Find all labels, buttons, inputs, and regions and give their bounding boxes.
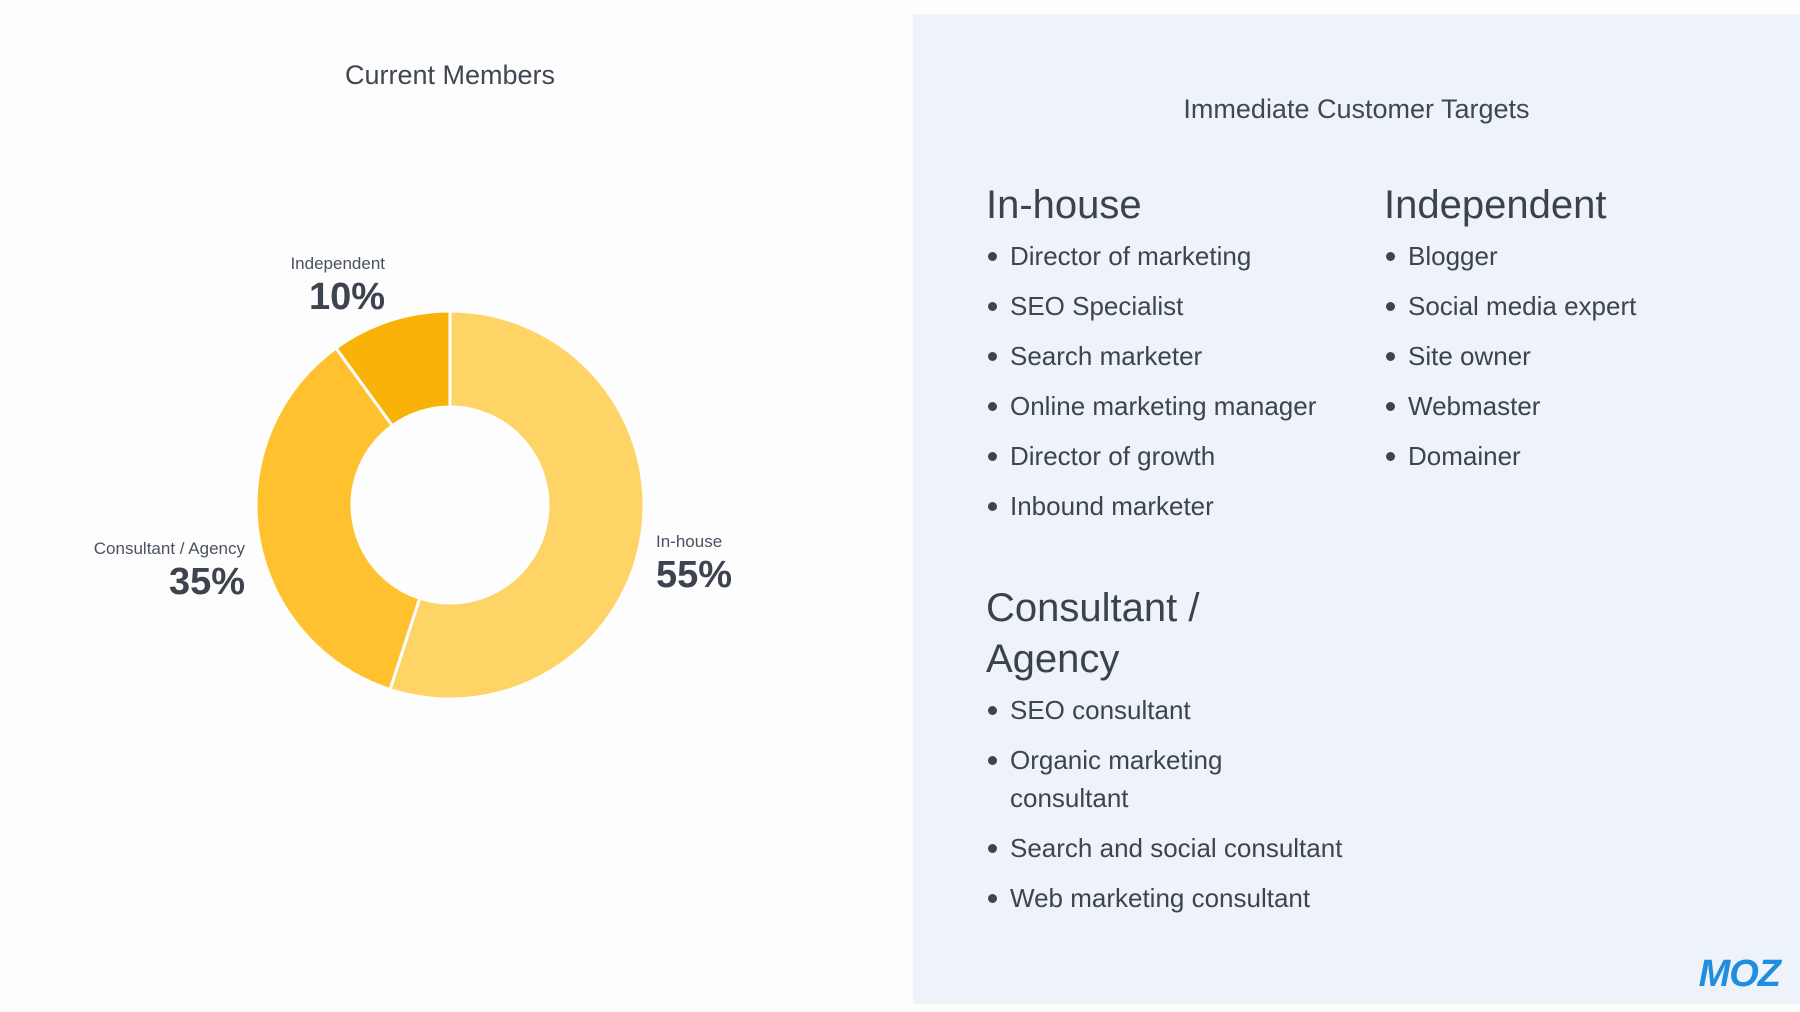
group-heading: Independent xyxy=(1384,183,1607,227)
bullet-icon xyxy=(988,706,997,715)
group-consultant-agency: Consultant / Agency SEO consultant Organ… xyxy=(986,583,1366,929)
list-item: Inbound marketer xyxy=(986,487,1366,525)
chart-title: Current Members xyxy=(344,60,556,90)
list-item: Domainer xyxy=(1384,437,1744,475)
slice-percent: 35% xyxy=(168,561,245,603)
donut-slice-independent xyxy=(333,309,452,428)
list-item: Webmaster xyxy=(1384,387,1744,425)
list-item: Director of growth xyxy=(986,437,1366,475)
slice-name: Independent xyxy=(290,254,385,273)
bullet-icon xyxy=(988,452,997,461)
bullet-icon xyxy=(988,894,997,903)
list-item: Search and social consultant xyxy=(986,829,1366,867)
slice-label-independent: Independent 10% xyxy=(270,255,385,316)
bullet-icon xyxy=(988,352,997,361)
slice-percent: 55% xyxy=(656,554,733,596)
list-item: Web marketing consultant xyxy=(986,879,1366,917)
list-item: Blogger xyxy=(1384,237,1744,275)
donut-chart xyxy=(254,309,646,701)
bullet-icon xyxy=(988,402,997,411)
bullet-icon xyxy=(988,502,997,511)
bullet-icon xyxy=(1386,402,1395,411)
target-list: SEO consultant Organic marketing consult… xyxy=(986,691,1366,917)
moz-logo: MOZ xyxy=(1698,953,1781,995)
slice-name: Consultant / Agency xyxy=(93,539,245,558)
bullet-icon xyxy=(988,252,997,261)
group-in-house: In-house Director of marketing SEO Speci… xyxy=(986,180,1366,537)
list-item: SEO consultant xyxy=(986,691,1366,729)
slice-label-in-house: In-house 55% xyxy=(656,533,732,594)
list-item: Organic marketing consultant xyxy=(986,741,1240,817)
slice-name: In-house xyxy=(656,532,723,551)
bullet-icon xyxy=(1386,452,1395,461)
list-item: Online marketing manager xyxy=(986,387,1366,425)
bullet-icon xyxy=(988,756,997,765)
donut-slice-consultant-agency xyxy=(254,345,422,692)
list-item: Director of marketing xyxy=(986,237,1366,275)
donut-slice-in-house xyxy=(388,309,646,701)
list-item: Site owner xyxy=(1384,337,1744,375)
target-list: Blogger Social media expert Site owner W… xyxy=(1384,237,1744,475)
slice-label-consultant-agency: Consultant / Agency 35% xyxy=(40,540,245,601)
list-item: SEO Specialist xyxy=(986,287,1366,325)
list-item: Social media expert xyxy=(1384,287,1744,325)
target-list: Director of marketing SEO Specialist Sea… xyxy=(986,237,1366,525)
customer-targets-panel: Immediate Customer Targets In-house Dire… xyxy=(913,14,1800,1004)
group-independent: Independent Blogger Social media expert … xyxy=(1384,180,1744,487)
group-heading: Consultant / Agency xyxy=(986,586,1200,681)
current-members-panel: Current Members In-house 55% Consultant … xyxy=(40,60,732,701)
group-heading: In-house xyxy=(986,183,1142,227)
list-item: Search marketer xyxy=(986,337,1366,375)
bullet-icon xyxy=(988,844,997,853)
bullet-icon xyxy=(1386,352,1395,361)
slice-percent: 10% xyxy=(308,276,385,318)
bullet-icon xyxy=(988,302,997,311)
bullet-icon xyxy=(1386,252,1395,261)
bullet-icon xyxy=(1386,302,1395,311)
targets-title: Immediate Customer Targets xyxy=(1183,94,1530,124)
